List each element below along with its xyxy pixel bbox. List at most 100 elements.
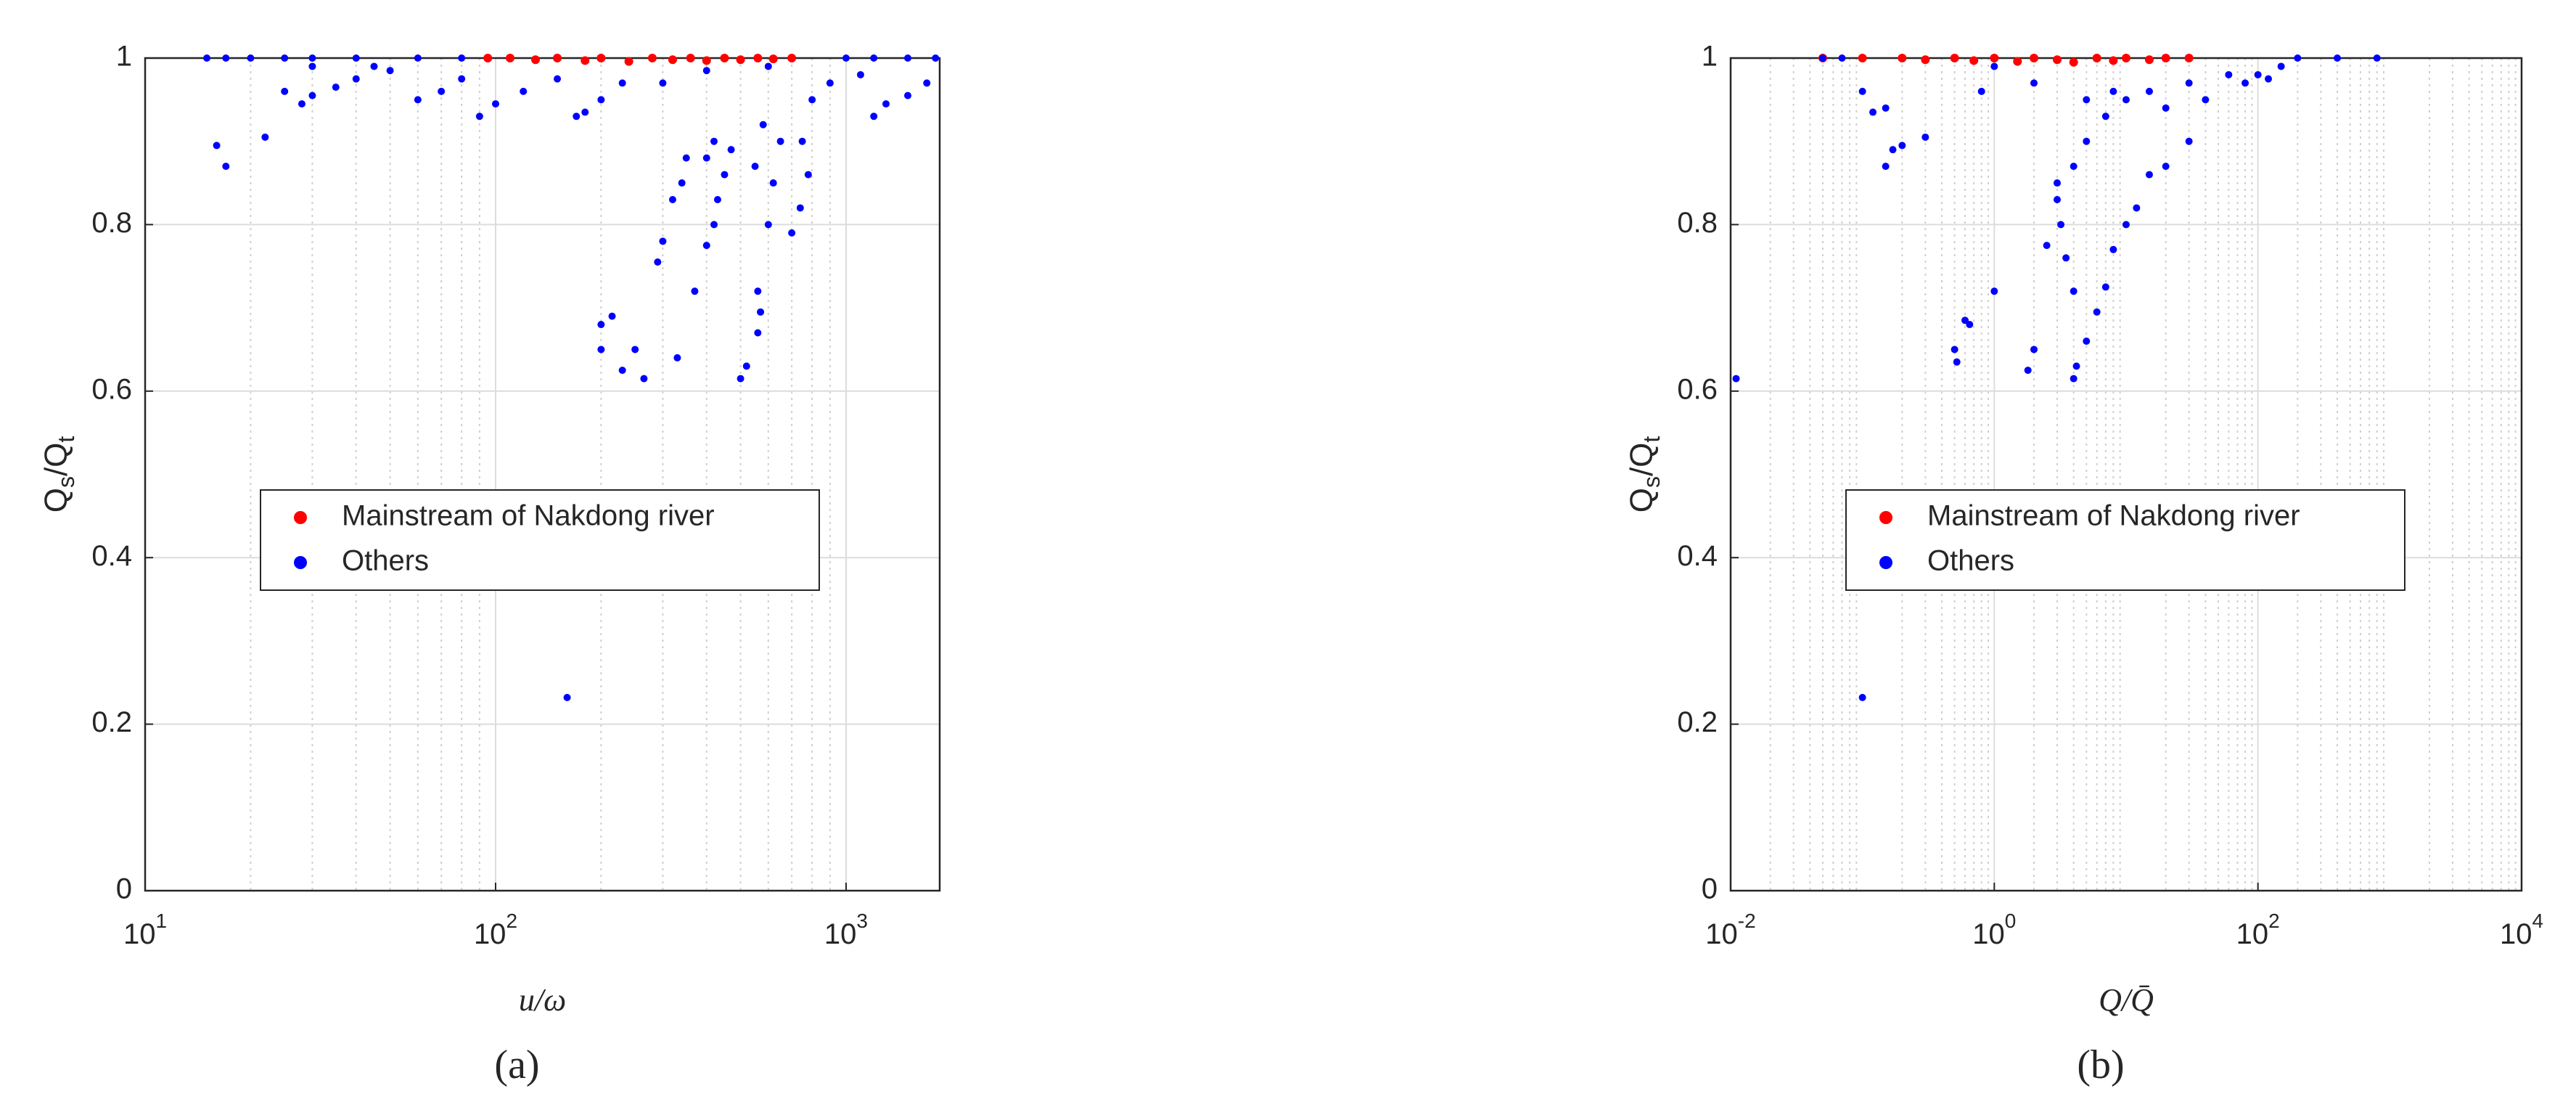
scatter-point xyxy=(678,179,686,187)
scatter-point xyxy=(1898,142,1906,150)
legend-marker xyxy=(1879,556,1892,569)
scatter-point xyxy=(1969,56,1979,65)
plot-area xyxy=(145,58,940,891)
scatter-point xyxy=(804,171,812,179)
tick-base: 10 xyxy=(824,918,857,950)
scatter-point xyxy=(702,67,710,75)
scatter-point xyxy=(573,113,581,120)
scatter-point xyxy=(2161,54,2170,62)
scatter-point xyxy=(2101,113,2109,120)
scatter-point xyxy=(737,375,745,383)
y-tick-label: 0.6 xyxy=(1677,373,1718,405)
legend-marker xyxy=(294,511,307,524)
tick-exponent: 2 xyxy=(506,910,517,932)
scatter-point xyxy=(2109,56,2118,65)
scatter-point xyxy=(2122,221,2130,229)
scatter-point xyxy=(923,79,931,87)
scatter-point xyxy=(640,375,648,383)
scatter-point xyxy=(668,195,676,203)
scatter-point xyxy=(673,354,681,361)
scatter-point xyxy=(787,54,797,62)
scatter-point xyxy=(759,120,767,128)
panel-label: (b) xyxy=(2077,1042,2124,1087)
scatter-point xyxy=(581,108,589,116)
scatter-point xyxy=(647,54,657,62)
scatter-point xyxy=(553,54,562,62)
scatter-point xyxy=(2254,70,2262,78)
y-tick-label: 0.6 xyxy=(91,373,132,405)
scatter-point xyxy=(776,137,784,145)
label-subscript: s xyxy=(1638,476,1665,488)
tick-exponent: 2 xyxy=(2268,910,2280,932)
scatter-point xyxy=(710,221,718,229)
x-tick-label: 102 xyxy=(2236,910,2280,949)
scatter-point xyxy=(2093,308,2101,316)
scatter-point xyxy=(2070,287,2077,295)
legend: Mainstream of Nakdong river Others xyxy=(260,489,820,591)
scatter-point xyxy=(2092,54,2101,62)
legend: Mainstream of Nakdong river Others xyxy=(1845,489,2405,591)
scatter-point xyxy=(1818,54,1826,62)
scatter-point xyxy=(475,113,483,120)
scatter-point xyxy=(2122,96,2130,104)
scatter-point xyxy=(597,346,605,354)
scatter-point xyxy=(2241,79,2249,87)
scatter-point xyxy=(631,346,639,354)
x-tick-label: 10-2 xyxy=(1705,910,1755,949)
legend-label: Mainstream of Nakdong river xyxy=(342,500,715,532)
scatter-point xyxy=(796,204,804,212)
y-axis-label: Qs/Qt xyxy=(38,436,80,513)
scatter-point xyxy=(2069,57,2078,67)
scatter-point xyxy=(2185,79,2193,87)
scatter-point xyxy=(308,62,316,70)
scatter-point xyxy=(213,142,221,150)
scatter-point xyxy=(505,54,514,62)
scatter-point xyxy=(281,87,289,95)
scatter-point xyxy=(247,54,255,62)
scatter-point xyxy=(856,70,864,78)
scatter-point xyxy=(764,221,772,229)
scatter-point xyxy=(596,54,606,62)
scatter-point xyxy=(757,308,765,316)
scatter-point xyxy=(702,56,711,65)
scatter-point xyxy=(1838,54,1846,62)
scatter-point xyxy=(298,100,305,108)
scatter-point xyxy=(754,287,762,295)
scatter-point xyxy=(597,96,605,104)
scatter-point xyxy=(870,54,878,62)
scatter-point xyxy=(904,91,912,99)
panel-label: (a) xyxy=(494,1042,539,1087)
scatter-point xyxy=(554,75,562,83)
scatter-point xyxy=(2122,54,2130,62)
scatter-point xyxy=(618,79,626,87)
scatter-point xyxy=(1951,346,1958,354)
scatter-point xyxy=(563,693,571,701)
y-tick-label: 0.2 xyxy=(1677,706,1718,738)
scatter-point xyxy=(308,91,316,99)
legend-marker xyxy=(294,556,307,569)
scatter-point xyxy=(710,137,718,145)
scatter-point xyxy=(386,67,394,75)
scatter-point xyxy=(1858,693,1866,701)
scatter-point xyxy=(2062,254,2070,262)
scatter-point xyxy=(742,362,750,370)
scatter-point xyxy=(2265,75,2273,83)
scatter-point xyxy=(727,146,735,154)
legend-marker xyxy=(1879,511,1892,524)
x-tick-label: 102 xyxy=(474,910,517,949)
scatter-point xyxy=(1990,54,1999,62)
y-tick-label: 1 xyxy=(1702,41,1718,73)
scatter-point xyxy=(659,237,667,245)
scatter-point xyxy=(1977,87,1985,95)
tick-exponent: -2 xyxy=(1738,910,1756,932)
scatter-point xyxy=(1889,146,1897,154)
y-tick-label: 0.8 xyxy=(1677,207,1718,239)
scatter-point xyxy=(2185,137,2193,145)
tick-base: 10 xyxy=(1972,918,2005,950)
scatter-point xyxy=(2054,195,2062,203)
scatter-point xyxy=(1921,133,1929,141)
scatter-point xyxy=(2133,204,2141,212)
